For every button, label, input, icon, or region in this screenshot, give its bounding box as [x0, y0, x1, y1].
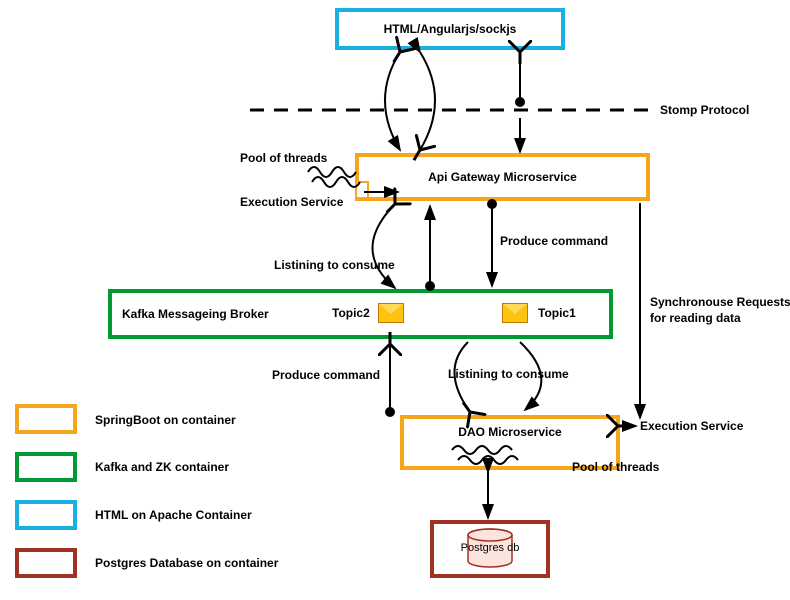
api-box: Api Gateway Microservice: [355, 153, 650, 201]
topic2-icon: [378, 303, 404, 323]
produce1-label: Produce command: [500, 234, 608, 248]
sync2-label: for reading data: [650, 311, 741, 325]
produce2-label: Produce command: [272, 368, 380, 382]
api-label: Api Gateway Microservice: [428, 170, 577, 184]
pool2-label: Pool of threads: [572, 460, 659, 474]
listen2-label: Listining to consume: [448, 367, 569, 381]
legend-spring-swatch: [15, 404, 77, 434]
legend-kafka: Kafka and ZK container: [95, 460, 229, 474]
api-inner-rect: [355, 181, 369, 199]
legend-spring: SpringBoot on container: [95, 413, 236, 427]
kafka-label: Kafka Messageing Broker: [122, 307, 269, 321]
exec2-label: Execution Service: [640, 419, 743, 433]
legend-kafka-swatch: [15, 452, 77, 482]
topic1-label: Topic1: [538, 306, 576, 320]
pg-box: Postgres db: [430, 520, 550, 578]
pg-label: Postgres db: [461, 542, 520, 554]
sync1-label: Synchronouse Requests: [650, 295, 790, 309]
exec-label-1: Execution Service: [240, 195, 343, 209]
dao-label: DAO Microservice: [458, 425, 561, 439]
legend-html: HTML on Apache Container: [95, 508, 252, 522]
legend-html-swatch: [15, 500, 77, 530]
html-box: HTML/Angularjs/sockjs: [335, 8, 565, 50]
legend-pg-swatch: [15, 548, 77, 578]
topic2-label: Topic2: [332, 306, 370, 320]
stomp-label: Stomp Protocol: [660, 103, 749, 117]
legend-pg: Postgres Database on container: [95, 556, 278, 570]
pool-label-1: Pool of threads: [240, 151, 327, 165]
listen1-label: Listining to consume: [274, 258, 395, 272]
topic1-icon: [502, 303, 528, 323]
